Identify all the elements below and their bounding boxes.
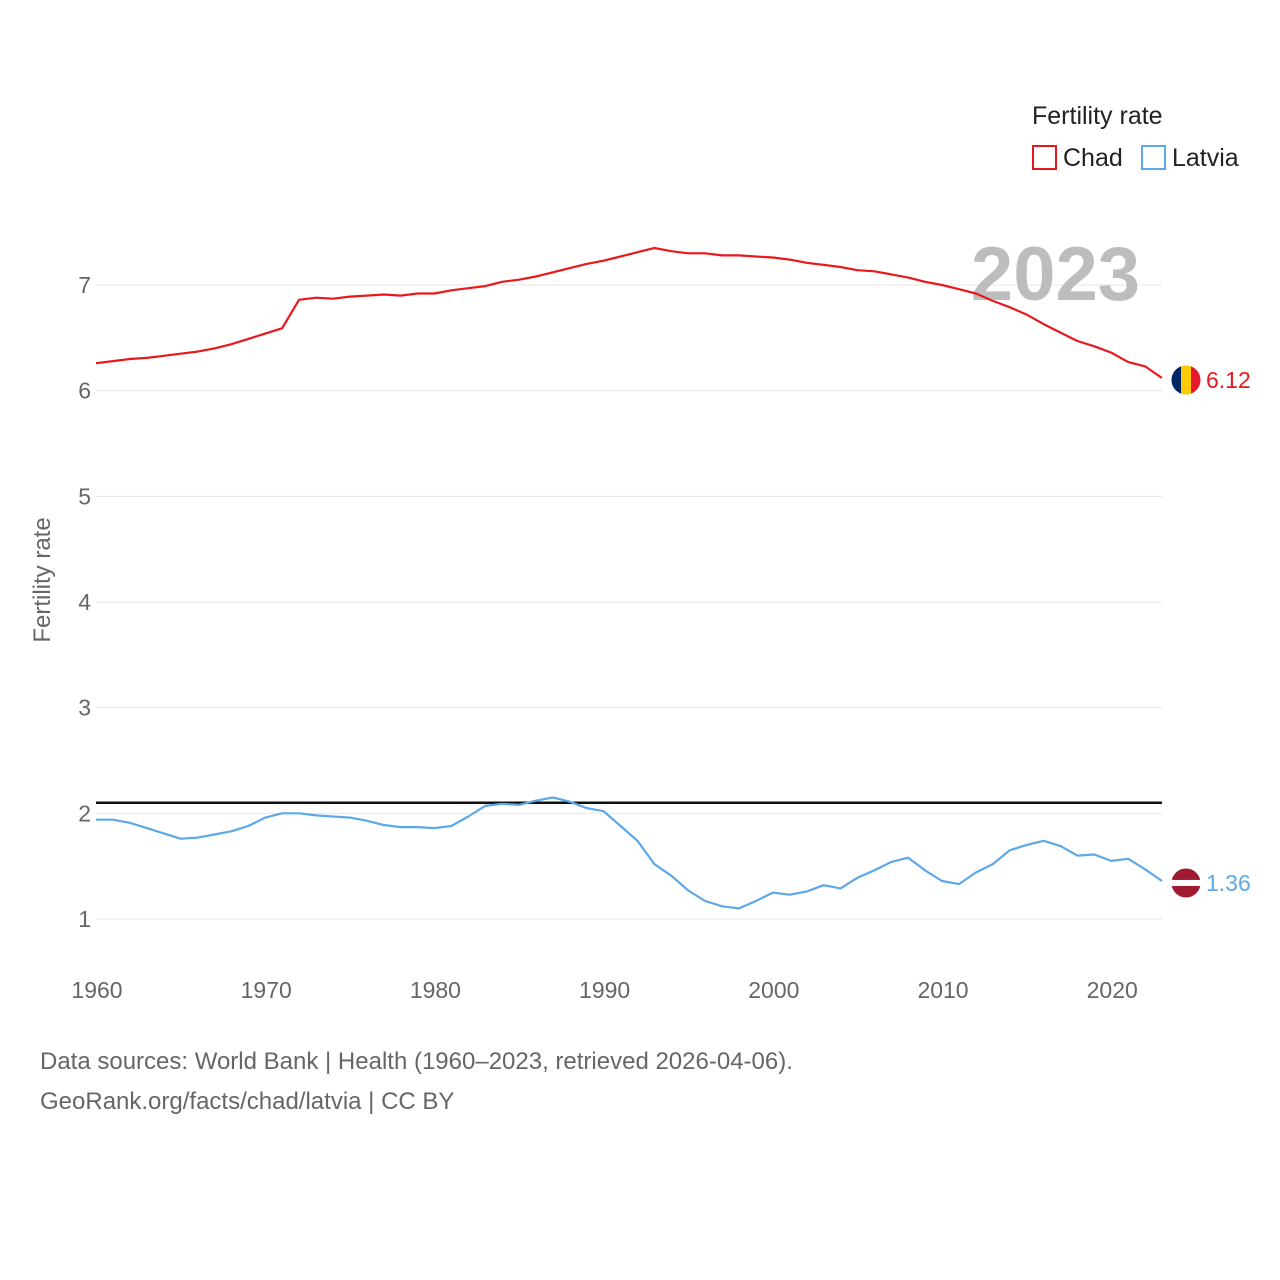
flag-outline: [1170, 364, 1202, 396]
data-sources-note: Data sources: World Bank | Health (1960–…: [40, 1048, 793, 1075]
end-value-label-latvia: 1.36: [1206, 870, 1251, 896]
series-line-latvia[interactable]: [96, 796, 1163, 910]
grid-lines: [96, 284, 1162, 920]
y-tick-label: 6: [78, 378, 91, 404]
series-line-chad[interactable]: [95, 246, 1163, 379]
legend-swatch-chad[interactable]: [1032, 145, 1057, 170]
x-tick-label: 1960: [71, 977, 122, 1003]
x-tick-label: 1970: [241, 977, 292, 1003]
y-axis-title: Fertility rate: [29, 517, 56, 642]
y-tick-label: 7: [78, 272, 91, 298]
x-tick-label: 2000: [748, 977, 799, 1003]
x-axis-ticks: 1960 1970 1980 1990 2000 2010 2020: [71, 977, 1137, 1003]
y-tick-label: 2: [78, 800, 91, 826]
y-axis-ticks: 1 2 3 4 5 6 7: [78, 272, 91, 932]
legend: Fertility rate Chad Latvia: [1032, 102, 1239, 172]
x-tick-label: 2010: [917, 977, 968, 1003]
flag-outline: [1170, 867, 1202, 899]
series-end-markers: 6.12 1.36: [1170, 364, 1251, 899]
legend-label-chad: Chad: [1063, 144, 1123, 172]
y-tick-label: 3: [78, 695, 91, 721]
series-lines: [95, 246, 1163, 910]
y-tick-label: 5: [78, 483, 91, 509]
legend-swatch-latvia[interactable]: [1141, 145, 1166, 170]
y-tick-label: 1: [78, 906, 91, 932]
latvia-flag-icon: [1171, 867, 1201, 898]
legend-label-latvia: Latvia: [1172, 144, 1239, 172]
y-tick-label: 4: [78, 589, 91, 615]
x-tick-label: 2020: [1087, 977, 1138, 1003]
current-year-label: 2023: [971, 232, 1140, 317]
x-tick-label: 1980: [410, 977, 461, 1003]
chart-footer: Data sources: World Bank | Health (1960–…: [40, 1042, 793, 1122]
source-link[interactable]: GeoRank.org/facts/chad/latvia | CC BY: [40, 1088, 455, 1115]
end-value-label-chad: 6.12: [1206, 367, 1251, 393]
x-tick-label: 1990: [579, 977, 630, 1003]
chad-flag-icon: [1171, 364, 1201, 395]
legend-title: Fertility rate: [1032, 102, 1163, 130]
